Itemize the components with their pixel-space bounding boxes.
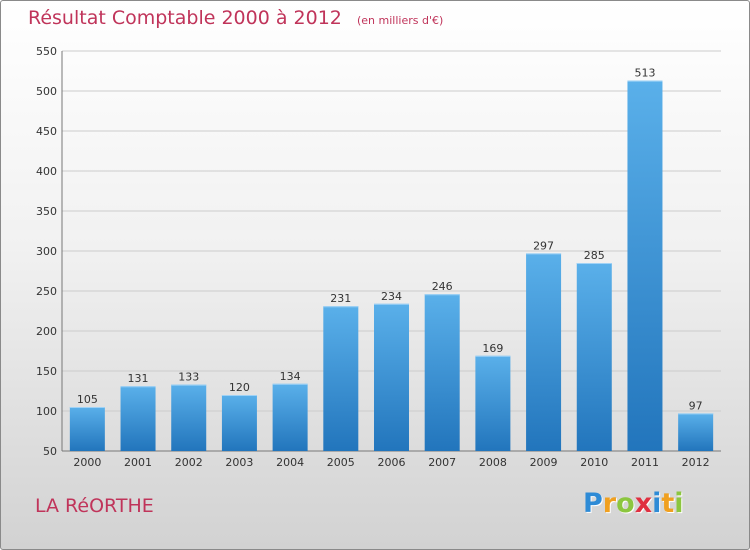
x-tick-label: 2001 xyxy=(124,456,152,469)
x-tick-label: 2012 xyxy=(682,456,710,469)
bar-2003 xyxy=(221,395,257,451)
y-tick-label: 250 xyxy=(36,285,57,298)
logo-letter: o xyxy=(616,488,635,519)
y-tick-label: 500 xyxy=(36,85,57,98)
logo-letter: t xyxy=(661,488,675,519)
x-tick-label: 2004 xyxy=(276,456,304,469)
bar-2000 xyxy=(69,407,105,451)
y-tick-label: 200 xyxy=(36,325,57,338)
data-label-2003: 120 xyxy=(229,381,250,394)
data-label-2000: 105 xyxy=(77,393,98,406)
data-label-2007: 246 xyxy=(432,280,453,293)
chart-title: Résultat Comptable 2000 à 2012 xyxy=(28,7,342,29)
data-label-2012: 97 xyxy=(689,399,703,412)
bar-2011 xyxy=(627,80,663,451)
y-tick-label: 550 xyxy=(36,45,57,58)
data-label-2009: 297 xyxy=(533,239,554,252)
x-tick-label: 2002 xyxy=(175,456,203,469)
y-tick-label: 50 xyxy=(43,445,57,458)
data-label-2011: 513 xyxy=(634,67,655,80)
data-label-2001: 131 xyxy=(128,372,149,385)
bar-2001 xyxy=(120,386,156,451)
y-tick-label: 100 xyxy=(36,405,57,418)
title-row: Résultat Comptable 2000 à 2012 (en milli… xyxy=(28,7,443,29)
data-label-2002: 133 xyxy=(178,371,199,384)
y-tick-label: 450 xyxy=(36,125,57,138)
data-label-2005: 231 xyxy=(330,292,351,305)
y-tick-label: 350 xyxy=(36,205,57,218)
bar-2006 xyxy=(374,303,409,451)
y-tick-label: 150 xyxy=(36,365,57,378)
y-tick-label: 400 xyxy=(36,165,57,178)
commune-name: LA RéORTHE xyxy=(35,495,154,517)
logo-letter: r xyxy=(602,488,617,519)
data-label-2006: 234 xyxy=(381,290,402,303)
x-tick-label: 2009 xyxy=(530,456,558,469)
x-tick-label: 2011 xyxy=(631,456,659,469)
logo-letter: i xyxy=(674,488,684,519)
axis-layer: 50 100 150 200 250 300 350 400 450 500 550 xyxy=(36,45,721,458)
data-label-2004: 134 xyxy=(280,370,301,383)
x-tick-label: 2010 xyxy=(580,456,608,469)
x-tick-label: 2007 xyxy=(428,456,456,469)
data-label-2008: 169 xyxy=(482,342,503,355)
y-tick-label: 300 xyxy=(36,245,57,258)
logo-letter: P xyxy=(583,488,603,519)
bar-2008 xyxy=(475,355,511,451)
x-tick-label: 2006 xyxy=(378,456,406,469)
bar-layer xyxy=(69,80,714,451)
proxiti-logo[interactable]: Proxiti xyxy=(583,488,684,519)
data-label-2010: 285 xyxy=(584,249,605,262)
chart-subtitle: (en milliers d'€) xyxy=(356,14,444,27)
bar-2009 xyxy=(526,253,562,451)
x-tick-label: 2003 xyxy=(225,456,253,469)
x-tick-label: 2005 xyxy=(327,456,355,469)
label-layer: 105 2000 131 2001 133 2002 120 2003 134 2004 231 20… xyxy=(73,67,709,469)
x-tick-label: 2008 xyxy=(479,456,507,469)
bar-chart: 50 100 150 200 250 300 350 400 450 500 550 105 2000… xyxy=(36,45,721,469)
bar-2007 xyxy=(424,294,460,451)
bar-2012 xyxy=(678,413,714,451)
bar-2010 xyxy=(576,263,612,451)
logo-letter: i xyxy=(652,488,662,519)
x-tick-label: 2000 xyxy=(73,456,101,469)
bar-2004 xyxy=(272,383,308,451)
bar-2002 xyxy=(171,384,207,451)
bar-2005 xyxy=(323,306,359,451)
logo-letter: x xyxy=(634,488,653,519)
